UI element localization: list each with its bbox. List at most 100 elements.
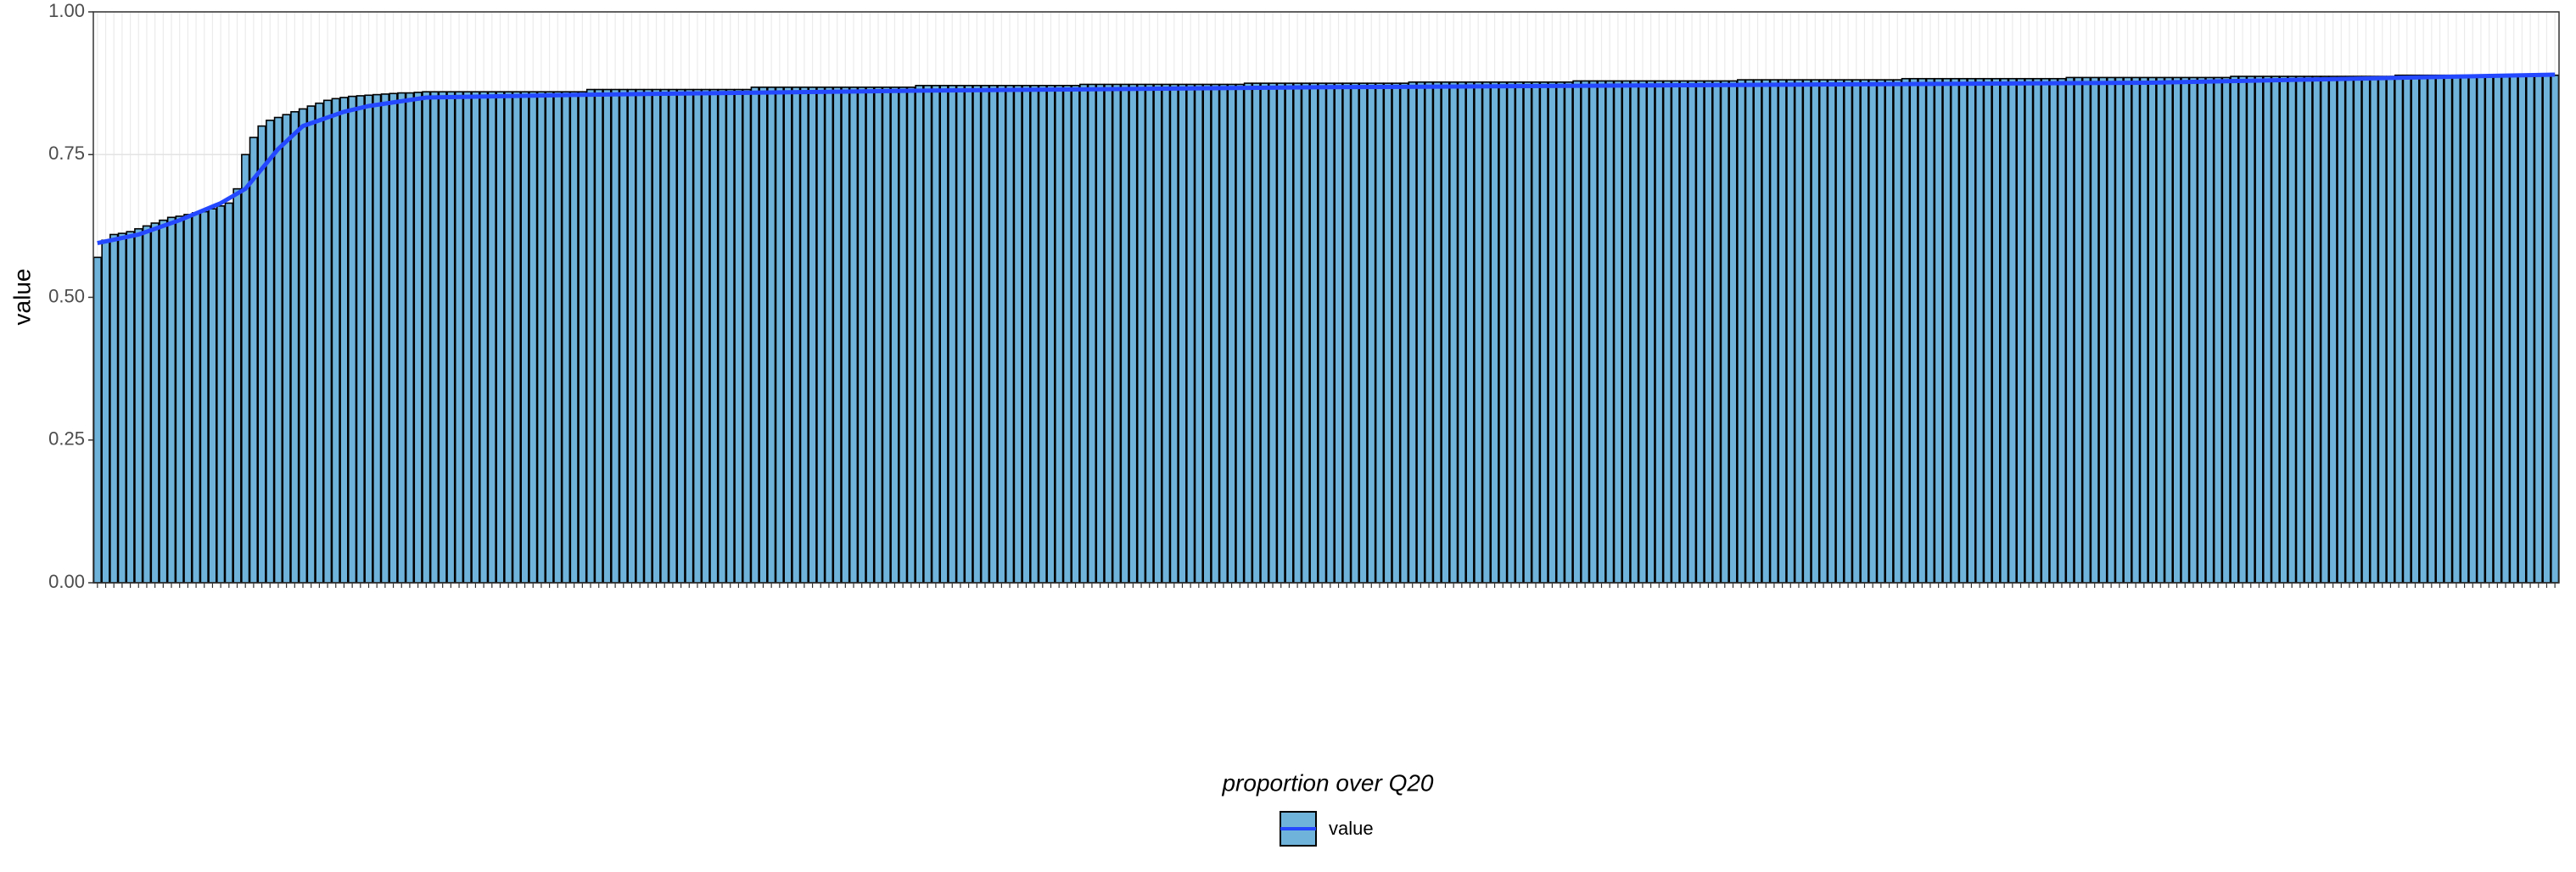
bar — [2444, 74, 2453, 584]
bar — [2188, 76, 2198, 584]
bar — [1416, 81, 1425, 584]
bar — [126, 231, 135, 584]
bar — [1268, 82, 1278, 584]
bar — [1448, 81, 1459, 584]
bar — [2460, 74, 2469, 584]
bar — [734, 88, 743, 584]
bar — [109, 233, 119, 584]
bar — [1597, 80, 1606, 584]
bar — [405, 92, 415, 584]
bar — [1062, 85, 1072, 584]
bar — [1325, 82, 1336, 584]
bar — [2262, 75, 2272, 584]
bar — [175, 215, 184, 584]
bar — [2550, 74, 2560, 584]
bar — [553, 91, 563, 584]
bar — [2139, 76, 2148, 584]
bar — [1317, 82, 1327, 584]
bar — [1399, 82, 1409, 584]
bar — [585, 88, 596, 584]
bar — [1679, 80, 1688, 584]
bar — [1646, 80, 1655, 584]
bar — [380, 93, 390, 584]
y-tick-label: 0.75 — [48, 143, 85, 164]
bar — [841, 87, 850, 584]
bar — [2106, 76, 2116, 584]
bar — [1539, 81, 1548, 584]
bar — [1860, 79, 1869, 584]
bar — [1925, 77, 1935, 584]
bar — [610, 88, 620, 584]
bar — [1687, 80, 1697, 584]
bar — [1884, 79, 1894, 584]
bar — [1671, 80, 1680, 584]
bar — [1851, 79, 1861, 584]
bar — [988, 85, 998, 584]
bar — [742, 88, 752, 584]
bar — [2344, 75, 2355, 584]
bar — [1613, 80, 1623, 584]
bar — [1876, 79, 1886, 584]
bar — [1753, 79, 1762, 584]
bar — [536, 91, 546, 584]
bar — [2288, 75, 2297, 584]
bar — [2419, 74, 2428, 584]
bar — [923, 85, 932, 584]
bar — [92, 256, 103, 584]
bar — [1942, 77, 1952, 584]
bar — [2065, 76, 2075, 584]
bar — [2402, 74, 2411, 584]
bar — [1260, 82, 1269, 584]
bar — [882, 87, 891, 584]
bar — [1630, 80, 1639, 584]
bar — [471, 91, 480, 584]
bar — [529, 91, 538, 584]
bar — [1811, 79, 1820, 584]
bar — [1999, 77, 2009, 584]
bar — [159, 219, 168, 584]
bar — [2090, 76, 2099, 584]
bar — [1695, 80, 1705, 584]
bar — [1769, 79, 1779, 584]
bar — [2312, 75, 2321, 584]
bar — [2246, 75, 2255, 584]
bar — [816, 87, 826, 584]
bar — [857, 87, 866, 584]
bar — [232, 187, 242, 584]
bar — [117, 232, 127, 584]
bar — [1901, 77, 1911, 584]
bar — [306, 105, 316, 584]
bar — [1408, 81, 1417, 584]
bar — [939, 85, 949, 584]
bar — [1194, 83, 1204, 584]
bar — [1029, 85, 1039, 584]
bar — [1022, 85, 1031, 584]
bar — [898, 87, 908, 584]
bar — [1252, 82, 1261, 584]
bar — [1474, 81, 1483, 584]
bar — [2041, 77, 2050, 584]
bar — [619, 88, 628, 584]
bar — [1564, 81, 1573, 584]
bar — [2386, 75, 2395, 584]
bar — [1481, 81, 1492, 584]
bar — [799, 87, 809, 584]
bar — [1112, 83, 1122, 584]
plot-border — [92, 11, 2560, 584]
bar — [569, 91, 579, 584]
bar — [1827, 79, 1836, 584]
bar — [364, 94, 373, 584]
bar — [1358, 82, 1368, 584]
bar — [1465, 81, 1475, 584]
bar — [2517, 74, 2527, 584]
bar — [2534, 74, 2543, 584]
bar — [2254, 75, 2264, 584]
bar — [1967, 77, 1976, 584]
bar — [832, 87, 842, 584]
bar — [955, 85, 966, 584]
bar — [2081, 76, 2092, 584]
bar — [643, 88, 653, 584]
bar — [1071, 85, 1080, 584]
